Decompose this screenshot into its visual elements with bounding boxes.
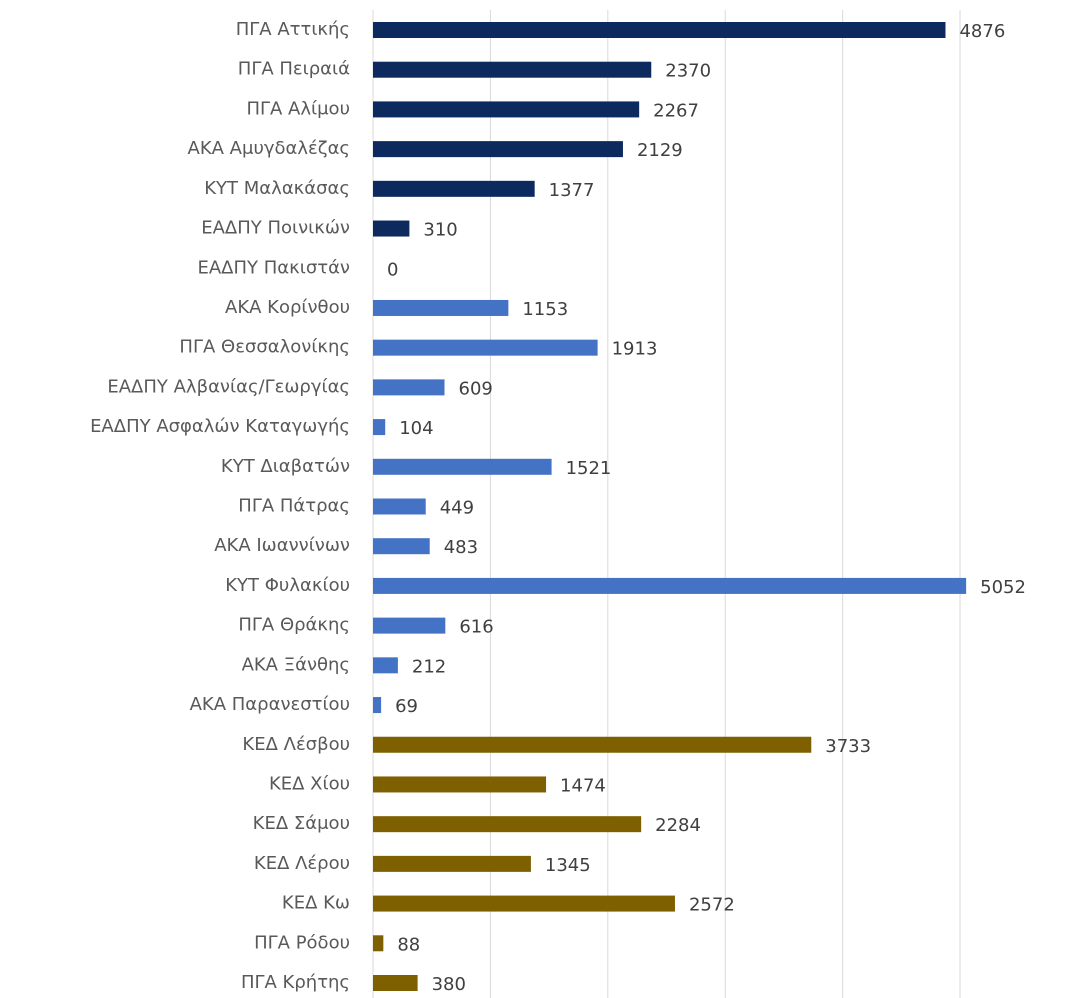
bar (373, 498, 426, 515)
category-label: ΚΕΔ Χίου (269, 773, 350, 794)
bar (373, 419, 386, 436)
value-label: 2129 (637, 140, 683, 161)
category-label: ΕΑΔΠΥ Ασφαλών Καταγωγής (90, 416, 350, 437)
category-label: ΠΓΑ Πειραιά (238, 59, 350, 80)
bar (373, 180, 535, 197)
category-label: ΠΓΑ Αλίμου (246, 98, 350, 119)
bar (373, 895, 675, 912)
bar (373, 379, 445, 396)
value-label: 380 (432, 974, 466, 995)
bar (373, 816, 642, 833)
category-label: ΚΕΔ Λέρου (254, 853, 350, 874)
value-label: 88 (397, 934, 420, 955)
bar (373, 577, 967, 594)
value-label: 2284 (655, 815, 701, 836)
category-label: ΑΚΑ Παρανεστίου (190, 694, 350, 715)
bar (373, 855, 531, 872)
bar (373, 299, 509, 316)
value-label: 609 (459, 378, 493, 399)
category-label: ΕΑΔΠΥ Αλβανίας/Γεωργίας (107, 376, 350, 397)
value-label: 69 (395, 696, 418, 717)
value-label: 2370 (665, 61, 711, 82)
category-label: ΚΥΤ Μαλακάσας (204, 178, 350, 199)
value-label: 1474 (560, 775, 606, 796)
bar (373, 101, 640, 118)
value-label: 2572 (689, 895, 735, 916)
category-label: ΑΚΑ Κορίνθου (225, 297, 350, 318)
category-label: ΚΥΤ Φυλακίου (225, 575, 350, 596)
value-label: 1913 (612, 339, 658, 360)
value-label: 4876 (959, 21, 1005, 42)
bar (373, 458, 552, 475)
category-label: ΑΚΑ Ξάνθης (242, 654, 350, 675)
bar (373, 339, 598, 356)
category-label: ΠΓΑ Κρήτης (241, 972, 350, 993)
bar (373, 141, 623, 158)
bar (373, 657, 398, 674)
value-label: 0 (387, 259, 398, 280)
category-label: ΚΕΔ Κω (282, 893, 350, 914)
value-label: 212 (412, 656, 446, 677)
bar (373, 617, 446, 634)
value-label: 104 (399, 418, 433, 439)
value-label: 1153 (522, 299, 568, 320)
value-label: 1521 (566, 458, 612, 479)
value-label: 616 (459, 617, 493, 638)
category-label: ΠΓΑ Αττικής (236, 19, 350, 40)
bar (373, 61, 652, 78)
category-label: ΠΓΑ Πάτρας (238, 496, 350, 517)
value-label: 3733 (825, 736, 871, 757)
category-label: ΚΕΔ Σάμου (253, 813, 350, 834)
value-label: 1377 (549, 180, 595, 201)
bar (373, 22, 946, 38)
category-label: ΠΓΑ Ρόδου (254, 932, 350, 953)
bar (373, 776, 547, 793)
value-label: 1345 (545, 855, 591, 876)
category-label: ΕΑΔΠΥ Ποινικών (201, 218, 350, 239)
category-label: ΚΕΔ Λέσβου (242, 734, 350, 755)
value-label: 2267 (653, 100, 699, 121)
bar (373, 697, 382, 714)
category-label: ΕΑΔΠΥ Πακιστάν (197, 257, 350, 278)
bar (373, 736, 812, 753)
bar (373, 538, 430, 555)
value-label: 5052 (980, 577, 1026, 598)
value-label: 449 (440, 498, 474, 519)
category-label: ΠΓΑ Θράκης (238, 615, 350, 636)
category-label: ΑΚΑ Αμυγδαλέζας (188, 138, 350, 159)
category-label: ΑΚΑ Ιωαννίνων (214, 535, 350, 556)
bar (373, 220, 410, 237)
value-label: 310 (423, 220, 457, 241)
bar (373, 935, 384, 952)
bar (373, 975, 418, 991)
category-label: ΠΓΑ Θεσσαλονίκης (179, 337, 350, 358)
value-label: 483 (444, 537, 478, 558)
category-label: ΚΥΤ Διαβατών (221, 456, 350, 477)
